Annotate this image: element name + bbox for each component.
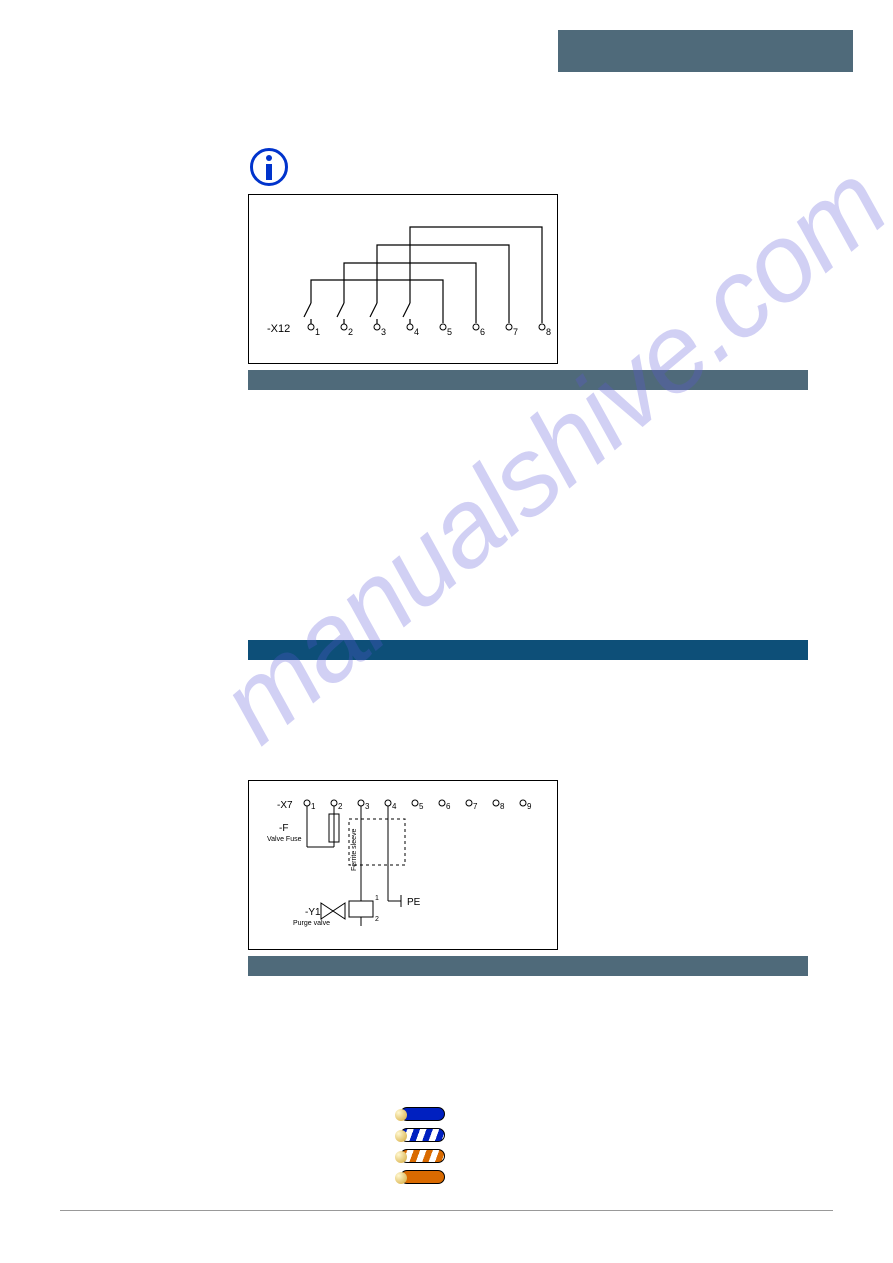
svg-text:2: 2 (375, 916, 379, 923)
valve-label: -Y1 (305, 907, 321, 918)
fuse-label: -F (279, 823, 288, 834)
svg-text:5: 5 (419, 802, 424, 811)
blue-band (248, 640, 808, 660)
ferrule-orange (400, 1170, 445, 1184)
svg-text:2: 2 (348, 327, 353, 337)
header-band (558, 30, 853, 72)
svg-text:8: 8 (500, 802, 505, 811)
gray-band-1 (248, 370, 808, 390)
svg-text:5: 5 (447, 327, 452, 337)
svg-text:4: 4 (392, 802, 397, 811)
d1-label: -X12 (267, 323, 290, 335)
diagram-x12: -X12 1 2 3 4 5 6 7 8 (248, 194, 558, 364)
ferrule-blue (400, 1107, 445, 1121)
svg-text:1: 1 (311, 802, 316, 811)
d2-label: -X7 (277, 800, 293, 811)
ferrule-row (400, 1107, 445, 1121)
diagram-x7: 1 2 3 4 5 6 7 8 9 -X7 -F Valve Fuse (248, 780, 558, 950)
gray-band-2 (248, 956, 808, 976)
svg-text:8: 8 (546, 327, 551, 337)
svg-text:3: 3 (365, 802, 370, 811)
svg-text:7: 7 (513, 327, 518, 337)
ferrule-row (400, 1128, 445, 1142)
valve-sublabel: Purge valve (293, 920, 330, 927)
svg-text:2: 2 (338, 802, 343, 811)
info-icon (250, 148, 288, 186)
svg-text:1: 1 (315, 327, 320, 337)
ferrule-row (400, 1149, 445, 1163)
svg-text:9: 9 (527, 802, 532, 811)
svg-text:4: 4 (414, 327, 419, 337)
pe-label: PE (407, 897, 421, 908)
ferrule-blue-striped (400, 1128, 445, 1142)
footer-divider (60, 1210, 833, 1211)
ferrule-row (400, 1170, 445, 1184)
fuse-sublabel: Valve Fuse (267, 836, 302, 843)
svg-text:6: 6 (446, 802, 451, 811)
ferrule-orange-striped (400, 1149, 445, 1163)
svg-text:7: 7 (473, 802, 478, 811)
svg-text:6: 6 (480, 327, 485, 337)
svg-text:3: 3 (381, 327, 386, 337)
ferrite-label: Ferrite sleeve (351, 828, 358, 871)
svg-text:1: 1 (375, 895, 379, 902)
